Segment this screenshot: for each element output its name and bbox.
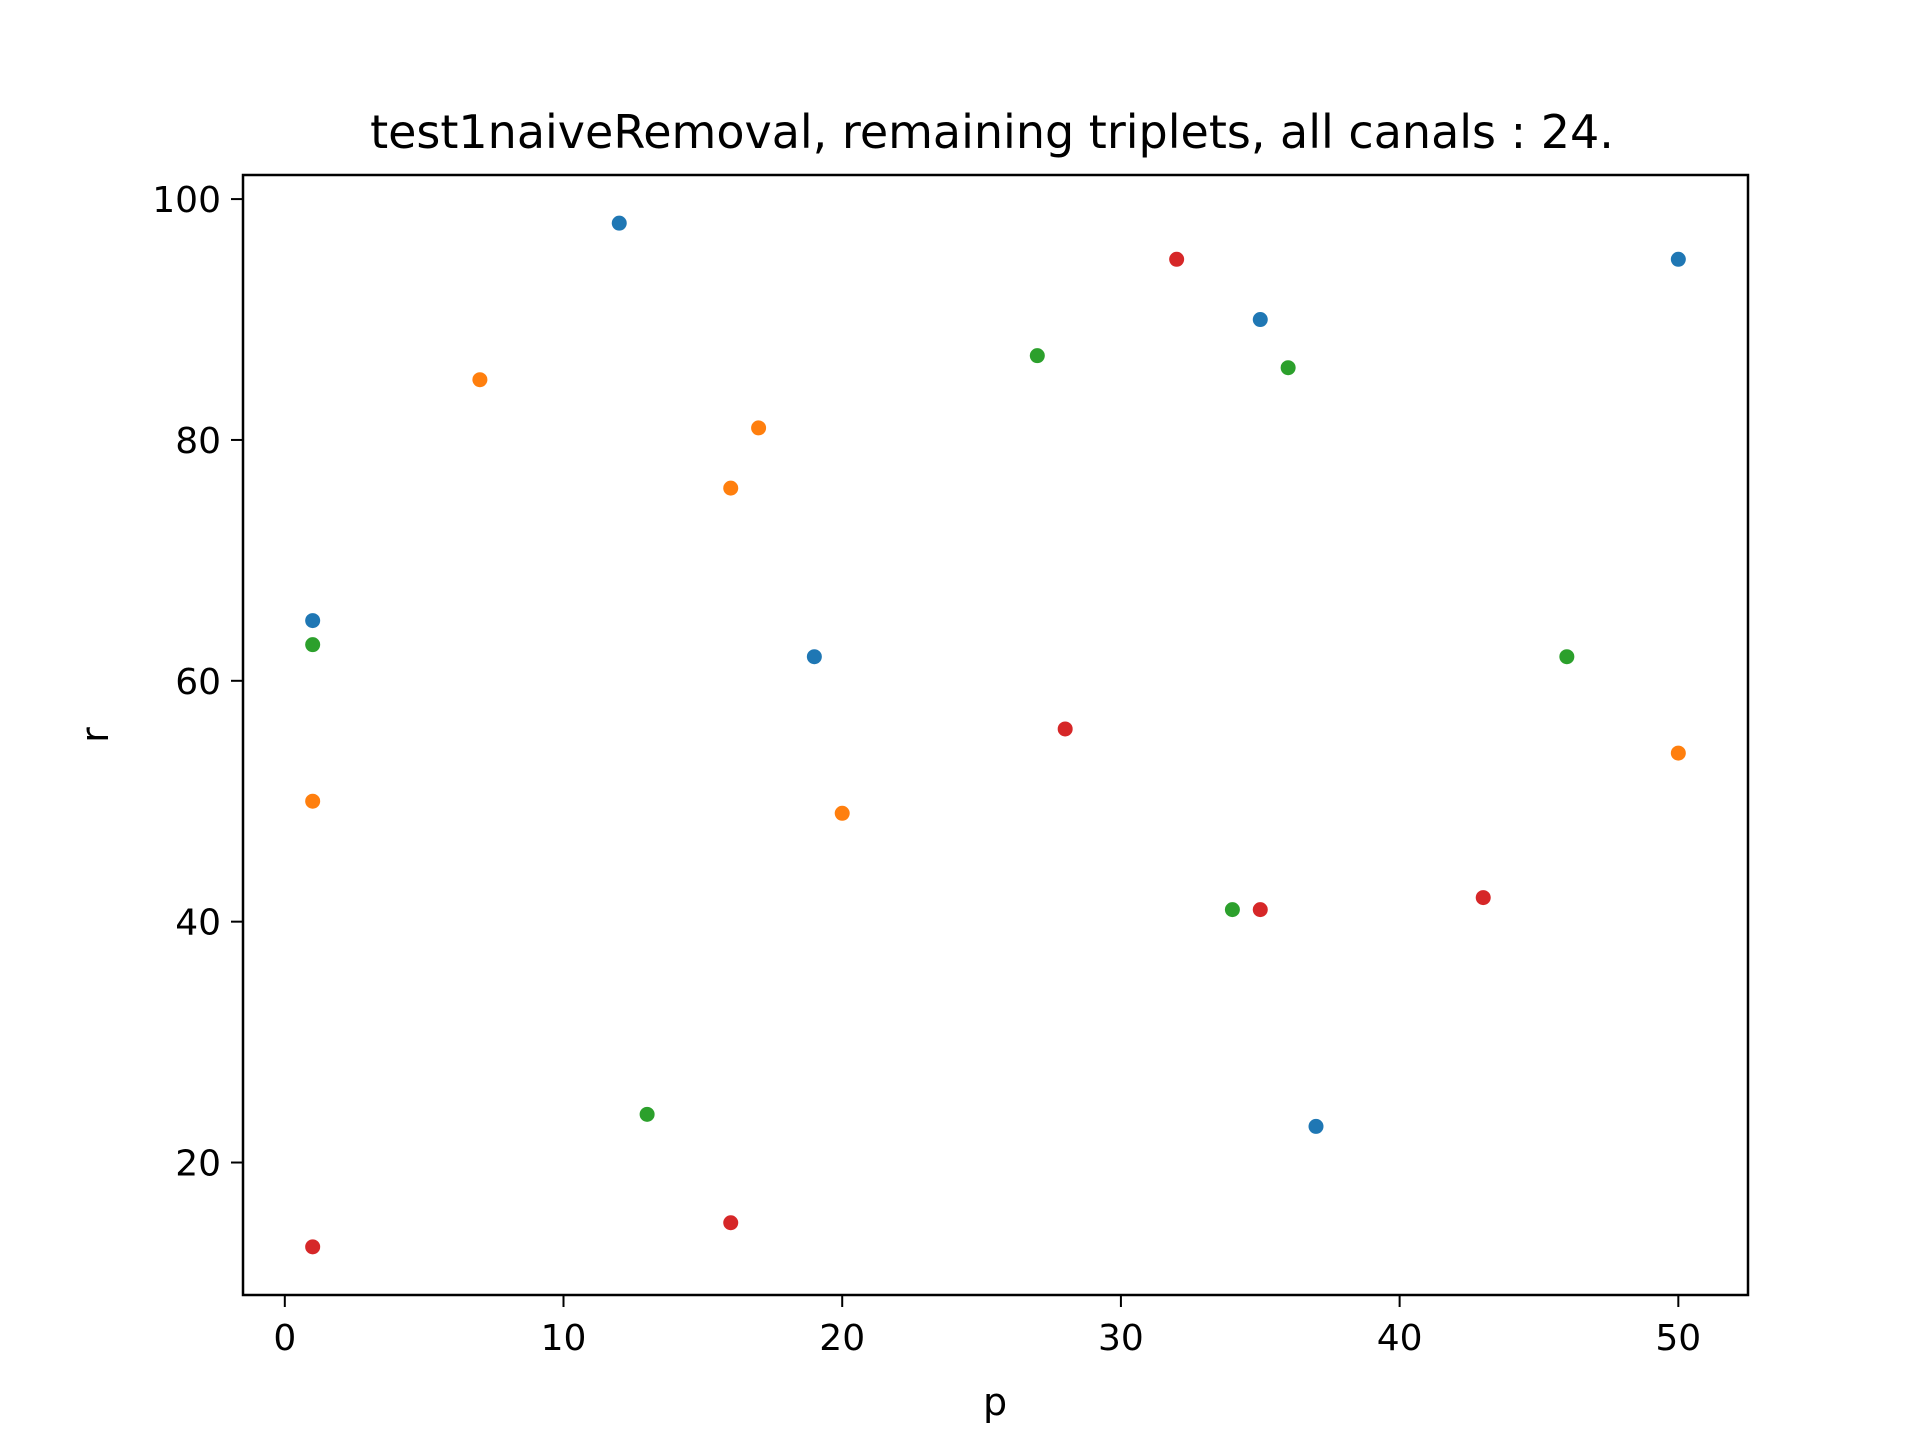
- scatter-point-series-3: [1029, 348, 1045, 364]
- scatter-point-series-3: [1280, 360, 1296, 376]
- scatter-point-series-3: [1224, 902, 1240, 918]
- axis-ticks: 0 10 20 30 40 50 20 40 60 80 100: [152, 180, 1701, 1359]
- y-axis-label: r: [73, 727, 117, 743]
- scatter-point-series-2: [472, 372, 488, 388]
- x-axis-label: p: [983, 1380, 1007, 1424]
- scatter-point-series-1: [1308, 1118, 1324, 1134]
- scatter-point-series-2: [723, 480, 739, 496]
- scatter-point-series-1: [611, 215, 627, 231]
- scatter-point-series-4: [1475, 890, 1491, 906]
- scatter-point-series-1: [305, 613, 321, 629]
- chart-title: test1naiveRemoval, remaining triplets, a…: [370, 105, 1614, 159]
- scatter-point-series-1: [1670, 251, 1686, 267]
- x-tick-label: 30: [1098, 1318, 1144, 1359]
- scatter-point-series-3: [305, 637, 321, 653]
- x-tick-label: 20: [819, 1318, 865, 1359]
- scatter-point-series-2: [834, 805, 850, 821]
- scatter-point-series-2: [305, 793, 321, 809]
- scatter-point-series-4: [723, 1215, 739, 1231]
- scatter-point-series-4: [1252, 902, 1268, 918]
- x-tick-label: 40: [1377, 1318, 1423, 1359]
- y-tick-label: 20: [175, 1144, 221, 1185]
- y-tick-label: 40: [175, 903, 221, 944]
- x-tick-label: 10: [541, 1318, 587, 1359]
- data-points: [305, 215, 1686, 1255]
- scatter-point-series-2: [1670, 745, 1686, 761]
- x-tick-label: 0: [273, 1318, 296, 1359]
- scatter-point-series-1: [806, 649, 822, 665]
- y-tick-label: 100: [152, 180, 221, 221]
- scatter-point-series-3: [1559, 649, 1575, 665]
- scatter-point-series-4: [305, 1239, 321, 1255]
- x-tick-label: 50: [1655, 1318, 1701, 1359]
- scatter-point-series-4: [1057, 721, 1073, 737]
- plot-frame: [241, 173, 1750, 1297]
- y-tick-label: 80: [175, 421, 221, 462]
- scatter-point-series-2: [751, 420, 767, 436]
- scatter-point-series-3: [639, 1106, 655, 1122]
- scatter-point-series-1: [1252, 312, 1268, 328]
- y-tick-label: 60: [175, 662, 221, 703]
- scatter-point-series-4: [1169, 251, 1185, 267]
